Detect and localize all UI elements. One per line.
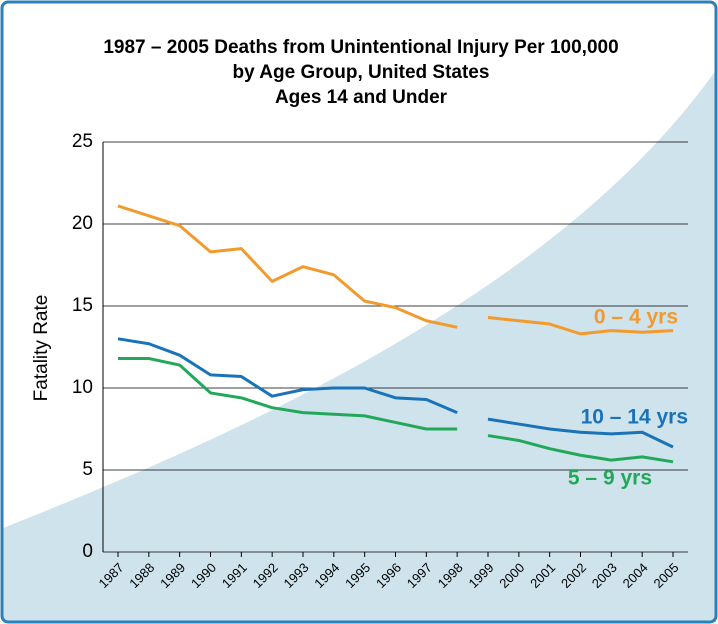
y-tick-label: 0	[82, 541, 93, 562]
chart-title: 1987 – 2005 Deaths from Unintentional In…	[103, 37, 618, 58]
series-label: 5 – 9 yrs	[568, 467, 652, 490]
y-axis-label: Fatality Rate	[31, 295, 52, 402]
y-tick-label: 10	[72, 377, 93, 398]
series-label: 0 – 4 yrs	[594, 306, 678, 329]
series-line	[117, 337, 458, 414]
y-tick-label: 20	[72, 213, 93, 234]
y-tick-label: 15	[72, 295, 93, 316]
background-curve	[3, 70, 716, 622]
series-line	[487, 315, 674, 336]
chart-subtitle: Ages 14 and Under	[275, 87, 448, 108]
series-line	[487, 417, 674, 449]
series-line	[118, 356, 458, 431]
series-line	[117, 204, 458, 329]
y-tick-label: 25	[72, 131, 93, 152]
y-tick-label: 5	[82, 459, 93, 480]
series-label: 10 – 14 yrs	[581, 406, 688, 429]
chart-subtitle: by Age Group, United States	[233, 62, 490, 83]
series-line	[487, 434, 674, 464]
